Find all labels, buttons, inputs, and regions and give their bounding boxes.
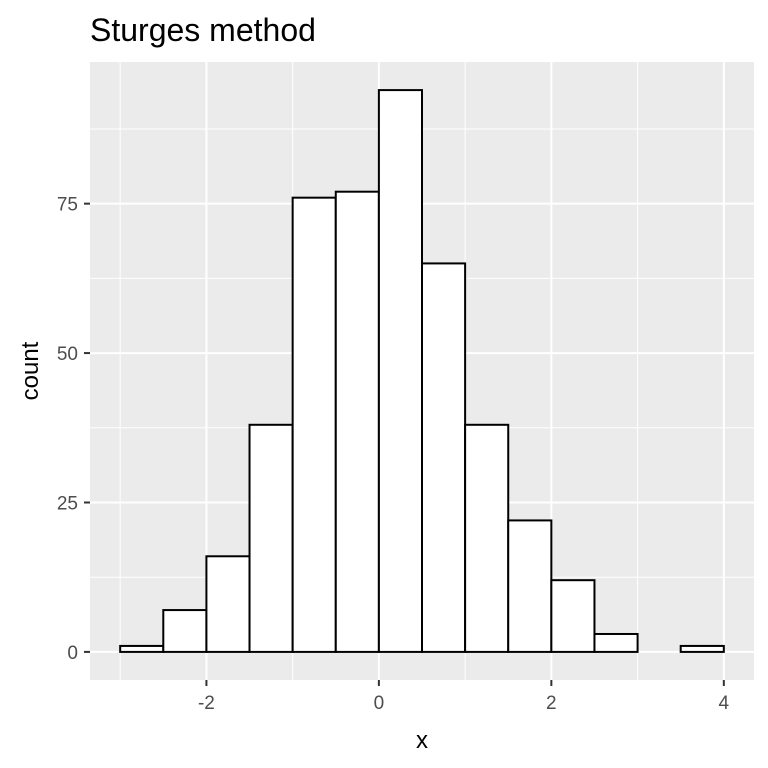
histogram-bar-3 xyxy=(205,555,251,653)
y-tick-label: 25 xyxy=(57,493,78,514)
chart-title: Sturges method xyxy=(90,12,316,48)
histogram-bar-7 xyxy=(377,89,423,653)
histogram-bar-14 xyxy=(679,644,725,653)
histogram-bar-9 xyxy=(464,423,510,653)
histogram-bar-1 xyxy=(119,644,165,653)
histogram-bar-11 xyxy=(550,579,596,653)
x-axis: -2 0 2 4 xyxy=(198,680,730,714)
histogram-bars xyxy=(119,89,725,653)
histogram-bar-5 xyxy=(291,196,337,653)
y-axis: 0 25 50 75 xyxy=(57,195,90,664)
histogram-bar-4 xyxy=(248,423,294,653)
histogram-bar-10 xyxy=(507,519,553,653)
histogram-bar-2 xyxy=(162,609,208,653)
histogram-bar-8 xyxy=(421,262,467,653)
x-tick-label: -2 xyxy=(198,693,215,714)
y-axis-title: count xyxy=(17,341,44,400)
x-axis-title: x xyxy=(416,727,428,754)
y-tick-label: 75 xyxy=(57,195,78,216)
x-tick-label: 2 xyxy=(546,693,557,714)
histogram-bar-12 xyxy=(593,632,639,653)
x-tick-label: 4 xyxy=(719,693,730,714)
y-tick-label: 0 xyxy=(67,643,78,664)
x-tick-label: 0 xyxy=(374,693,385,714)
histogram-bar-6 xyxy=(334,190,380,653)
y-tick-label: 50 xyxy=(57,344,78,365)
